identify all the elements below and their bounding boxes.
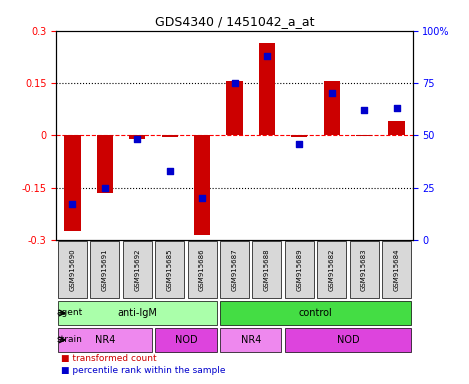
FancyBboxPatch shape — [58, 328, 152, 352]
Text: strain: strain — [57, 335, 83, 344]
Point — [263, 53, 271, 59]
Point — [101, 184, 109, 190]
FancyBboxPatch shape — [382, 241, 411, 298]
Point — [393, 105, 400, 111]
FancyBboxPatch shape — [285, 241, 314, 298]
Point — [231, 80, 238, 86]
Text: ■ transformed count: ■ transformed count — [61, 354, 157, 363]
Bar — [227, 81, 242, 135]
Bar — [194, 135, 210, 235]
Bar — [388, 121, 405, 135]
Text: anti-IgM: anti-IgM — [117, 308, 157, 318]
Point — [166, 168, 174, 174]
FancyBboxPatch shape — [317, 241, 346, 298]
Point — [328, 90, 335, 96]
Point — [360, 107, 368, 113]
FancyBboxPatch shape — [58, 241, 87, 298]
Text: GSM915691: GSM915691 — [102, 248, 108, 291]
Point — [69, 201, 76, 207]
Text: GSM915687: GSM915687 — [232, 248, 237, 291]
FancyBboxPatch shape — [252, 241, 281, 298]
Text: GSM915690: GSM915690 — [69, 248, 76, 291]
FancyBboxPatch shape — [220, 241, 249, 298]
Text: GSM915684: GSM915684 — [393, 248, 400, 291]
FancyBboxPatch shape — [91, 241, 120, 298]
Bar — [97, 135, 113, 193]
Bar — [324, 81, 340, 135]
Point — [295, 141, 303, 147]
FancyBboxPatch shape — [188, 241, 217, 298]
FancyBboxPatch shape — [220, 301, 411, 325]
Point — [134, 136, 141, 142]
Text: GSM915686: GSM915686 — [199, 248, 205, 291]
Text: ■ percentile rank within the sample: ■ percentile rank within the sample — [61, 366, 226, 375]
FancyBboxPatch shape — [58, 301, 217, 325]
FancyBboxPatch shape — [220, 328, 281, 352]
Bar — [162, 135, 178, 137]
FancyBboxPatch shape — [155, 241, 184, 298]
FancyBboxPatch shape — [285, 328, 411, 352]
Text: control: control — [299, 308, 333, 318]
FancyBboxPatch shape — [123, 241, 152, 298]
Bar — [129, 135, 145, 139]
Text: NR4: NR4 — [95, 335, 115, 345]
Text: GSM915682: GSM915682 — [329, 248, 335, 291]
Bar — [259, 43, 275, 135]
Point — [198, 195, 206, 201]
Text: GSM915685: GSM915685 — [166, 248, 173, 291]
Text: GSM915688: GSM915688 — [264, 248, 270, 291]
Text: GSM915683: GSM915683 — [361, 248, 367, 291]
FancyBboxPatch shape — [349, 241, 378, 298]
FancyBboxPatch shape — [155, 328, 217, 352]
Bar — [291, 135, 307, 137]
Bar — [64, 135, 81, 231]
Text: GSM915689: GSM915689 — [296, 248, 303, 291]
Bar — [356, 135, 372, 136]
Text: NOD: NOD — [174, 335, 197, 345]
Text: NOD: NOD — [337, 335, 359, 345]
Text: agent: agent — [57, 308, 83, 318]
Title: GDS4340 / 1451042_a_at: GDS4340 / 1451042_a_at — [155, 15, 314, 28]
Text: NR4: NR4 — [241, 335, 261, 345]
Text: GSM915692: GSM915692 — [134, 248, 140, 291]
